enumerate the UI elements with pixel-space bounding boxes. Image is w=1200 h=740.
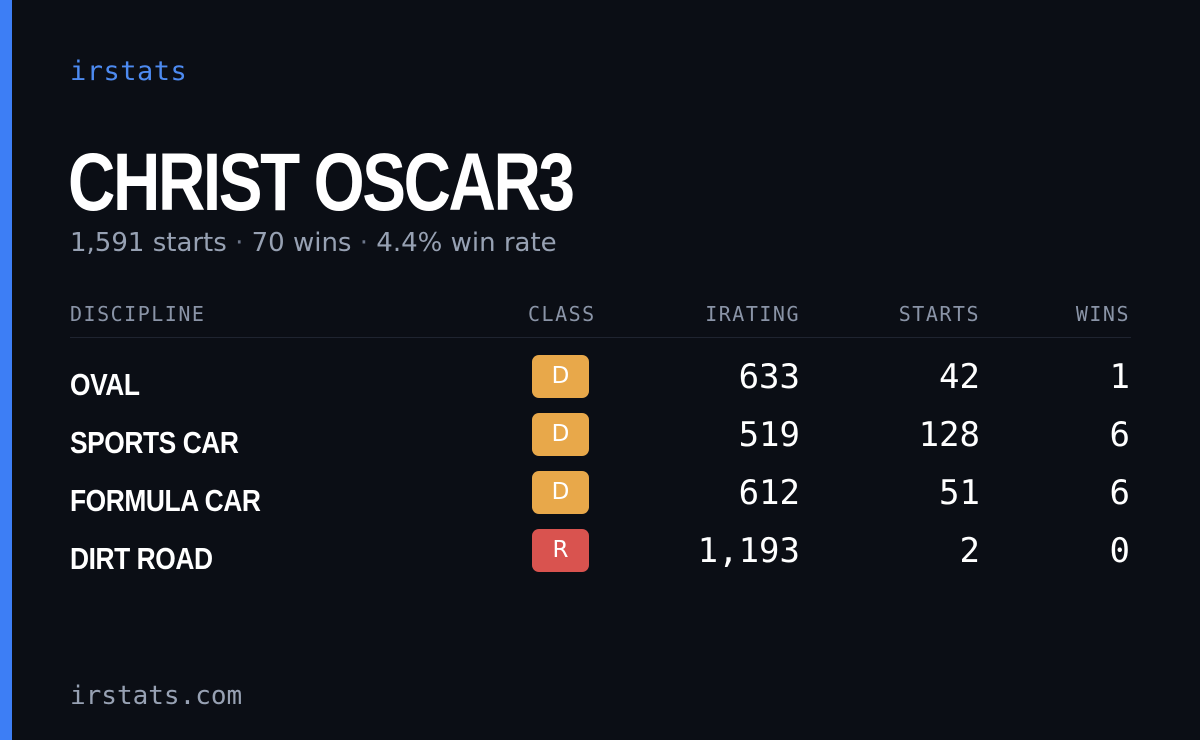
driver-name: CHRIST OSCAR3 [68, 137, 575, 228]
discipline-name: FORMULA CAR [70, 483, 261, 518]
table-body: OVAL D 633 42 1 SPORTS CAR D 519 128 6 F… [70, 353, 1131, 585]
table-row: FORMULA CAR D 612 51 6 [70, 469, 1131, 527]
wins-value: 1 [1109, 357, 1130, 397]
starts-value: 42 [939, 357, 980, 397]
discipline-stats-table: DISCIPLINE CLASS IRATING STARTS WINS OVA… [70, 296, 1131, 585]
irating-value: 612 [738, 473, 800, 513]
table-row: DIRT ROAD R 1,193 2 0 [70, 527, 1131, 585]
irating-value: 633 [738, 357, 800, 397]
table-header: DISCIPLINE CLASS IRATING STARTS WINS [70, 296, 1131, 338]
discipline-name: OVAL [70, 367, 140, 402]
header-wins: WINS [1075, 302, 1130, 326]
license-class-badge: D [532, 413, 589, 456]
table-row: OVAL D 633 42 1 [70, 353, 1131, 411]
header-discipline: DISCIPLINE [70, 302, 206, 326]
table-row: SPORTS CAR D 519 128 6 [70, 411, 1131, 469]
summary-starts: 1,591 starts [70, 228, 227, 258]
header-class: CLASS [528, 302, 596, 326]
irating-value: 1,193 [697, 531, 800, 571]
summary-separator: · [235, 228, 244, 258]
license-class-badge: D [532, 471, 589, 514]
header-starts: STARTS [898, 302, 980, 326]
summary-win-rate: 4.4% win rate [376, 228, 557, 258]
brand-logo: irstats [70, 56, 188, 87]
summary-wins: 70 wins [251, 228, 352, 258]
footer-site-link[interactable]: irstats.com [70, 681, 243, 711]
license-class-badge: D [532, 355, 589, 398]
starts-value: 51 [939, 473, 980, 513]
discipline-name: DIRT ROAD [70, 541, 213, 576]
wins-value: 6 [1109, 473, 1130, 513]
discipline-name: SPORTS CAR [70, 425, 239, 460]
license-class-badge: R [532, 529, 589, 572]
driver-summary: 1,591 starts · 70 wins · 4.4% win rate [70, 228, 557, 258]
starts-value: 128 [918, 415, 980, 455]
irating-value: 519 [738, 415, 800, 455]
accent-bar [0, 0, 12, 740]
summary-separator: · [359, 228, 369, 258]
wins-value: 6 [1109, 415, 1130, 455]
starts-value: 2 [959, 531, 980, 571]
wins-value: 0 [1109, 531, 1130, 571]
header-irating: IRATING [705, 302, 800, 326]
